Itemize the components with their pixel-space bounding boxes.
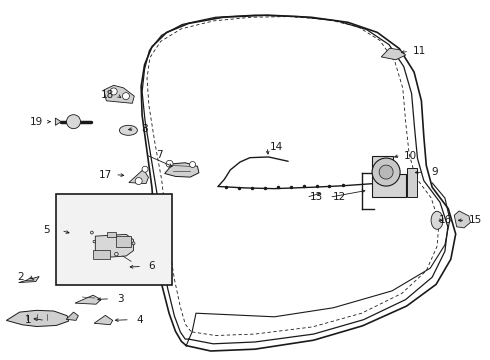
Text: 13: 13 xyxy=(309,192,323,202)
Text: 18: 18 xyxy=(101,90,115,100)
Polygon shape xyxy=(129,169,148,184)
Circle shape xyxy=(372,158,400,186)
Circle shape xyxy=(190,162,196,167)
Text: 3: 3 xyxy=(117,294,123,304)
Text: 15: 15 xyxy=(468,215,482,225)
Polygon shape xyxy=(381,48,406,60)
Polygon shape xyxy=(94,315,113,325)
Circle shape xyxy=(135,177,142,185)
Circle shape xyxy=(142,166,148,172)
Text: 6: 6 xyxy=(148,261,155,271)
Polygon shape xyxy=(104,85,134,103)
Circle shape xyxy=(93,240,96,243)
Bar xyxy=(56,194,172,285)
Polygon shape xyxy=(96,234,134,257)
Text: 14: 14 xyxy=(270,142,284,152)
Circle shape xyxy=(115,252,118,256)
Text: 17: 17 xyxy=(98,170,112,180)
Bar xyxy=(117,236,131,247)
Circle shape xyxy=(122,93,129,100)
Text: 12: 12 xyxy=(332,192,346,202)
Circle shape xyxy=(132,242,135,245)
Ellipse shape xyxy=(67,115,80,129)
Polygon shape xyxy=(165,163,199,177)
Polygon shape xyxy=(75,295,101,304)
Polygon shape xyxy=(6,310,69,327)
Bar xyxy=(107,232,117,237)
Text: 4: 4 xyxy=(136,315,143,325)
Text: 16: 16 xyxy=(439,215,453,225)
Text: 1: 1 xyxy=(25,315,32,325)
Text: 7: 7 xyxy=(156,150,163,160)
Text: 19: 19 xyxy=(30,117,44,127)
Text: 9: 9 xyxy=(432,167,439,177)
Text: 11: 11 xyxy=(412,46,426,56)
Text: 8: 8 xyxy=(141,123,148,134)
Polygon shape xyxy=(55,118,61,125)
Circle shape xyxy=(91,231,93,234)
Polygon shape xyxy=(19,276,39,283)
Bar xyxy=(93,250,110,259)
Polygon shape xyxy=(66,312,78,320)
Text: 10: 10 xyxy=(404,150,417,161)
Polygon shape xyxy=(454,211,470,228)
Bar xyxy=(407,168,416,197)
Circle shape xyxy=(379,165,393,179)
Polygon shape xyxy=(372,156,406,197)
Circle shape xyxy=(166,160,173,167)
Polygon shape xyxy=(26,277,34,281)
Ellipse shape xyxy=(431,211,443,229)
Text: 2: 2 xyxy=(17,272,24,282)
Ellipse shape xyxy=(120,125,137,135)
Circle shape xyxy=(110,88,117,95)
Text: 5: 5 xyxy=(43,225,50,235)
